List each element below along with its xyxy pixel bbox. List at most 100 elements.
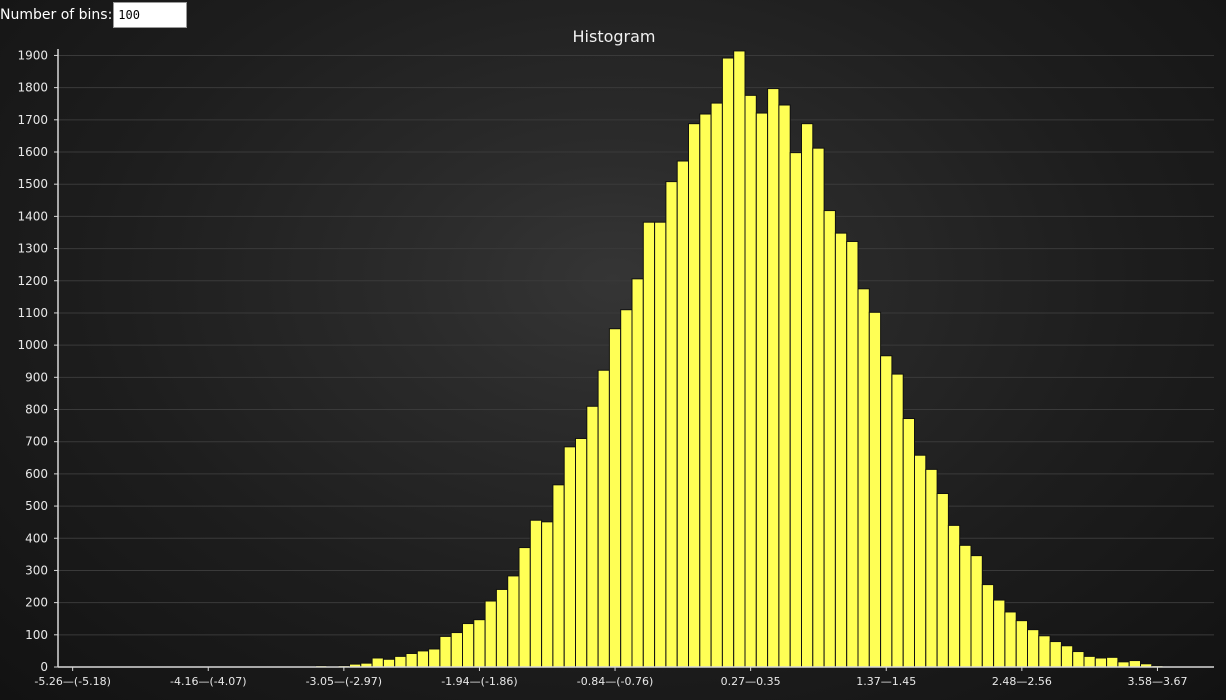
x-tick-label: 1.37—1.45 [856, 675, 916, 688]
histogram-bar [857, 288, 870, 668]
histogram-bar [484, 600, 497, 668]
x-tick-label: -1.94—(-1.86) [441, 675, 518, 688]
histogram-bar [947, 524, 961, 668]
histogram-bar [699, 113, 712, 668]
histogram-bar [371, 657, 384, 668]
histogram-bar [462, 623, 475, 668]
histogram-bar [812, 147, 825, 668]
histogram-bar [439, 635, 452, 668]
histogram-bar [1004, 611, 1017, 668]
histogram-bar [642, 221, 656, 668]
histogram-bar [450, 632, 464, 668]
histogram-bar [823, 210, 836, 668]
histogram-bar [541, 521, 554, 668]
histogram-bar [767, 88, 780, 668]
y-tick-label: 1500 [17, 177, 48, 191]
histogram-bar [846, 240, 859, 668]
y-tick-label: 1700 [17, 113, 48, 127]
histogram-bar [1027, 629, 1040, 668]
y-tick-label: 1200 [17, 274, 48, 288]
histogram-bar [507, 575, 520, 668]
histogram-bar [1072, 651, 1085, 668]
histogram-bar [529, 519, 543, 668]
y-tick-label: 500 [25, 499, 48, 513]
histogram-bar [710, 102, 723, 668]
y-tick-label: 600 [25, 467, 48, 481]
y-tick-label: 1100 [17, 306, 48, 320]
histogram-bar [620, 309, 633, 668]
histogram-bar [868, 311, 882, 668]
histogram-bar [789, 152, 803, 668]
histogram-bar [1117, 661, 1130, 668]
histogram-bar [405, 652, 418, 668]
y-tick-label: 1300 [17, 242, 48, 256]
histogram-bar [778, 104, 791, 668]
histogram-bar [721, 57, 735, 668]
histogram-bar [1106, 656, 1119, 668]
histogram-bar [834, 232, 848, 668]
histogram-bar [1015, 620, 1029, 668]
histogram-bar [631, 278, 644, 668]
histogram-bar [880, 355, 893, 668]
histogram-bar [1128, 660, 1141, 668]
y-tick-label: 0 [40, 660, 48, 674]
histogram-bar [902, 418, 916, 668]
histogram-bar [925, 468, 938, 668]
histogram-bar [654, 221, 667, 668]
y-tick-label: 1900 [17, 48, 48, 62]
bins-label: Number of bins: [0, 7, 113, 23]
histogram-bar [1094, 657, 1108, 668]
histogram-bar [552, 484, 565, 668]
histogram-bar [733, 50, 746, 668]
chart-title: Histogram [573, 27, 656, 46]
histogram-bar [891, 373, 904, 668]
x-tick-label: 0.27—0.35 [721, 675, 781, 688]
y-tick-label: 1400 [17, 209, 48, 223]
y-tick-label: 1800 [17, 81, 48, 95]
histogram-bar [676, 160, 690, 668]
histogram-bar [936, 493, 949, 668]
histogram-bar [1049, 641, 1062, 668]
y-tick-label: 300 [25, 563, 48, 577]
y-tick-label: 200 [25, 596, 48, 610]
histogram-bar [1083, 655, 1096, 668]
histogram-bar [1038, 635, 1051, 668]
histogram-bar [981, 584, 995, 668]
histogram-bar [473, 619, 486, 668]
x-tick-label: -0.84—(-0.76) [577, 675, 654, 688]
histogram-bar [495, 588, 509, 668]
y-tick-label: 700 [25, 435, 48, 449]
y-tick-label: 100 [25, 628, 48, 642]
histogram-bar [688, 123, 701, 668]
x-tick-label: 3.58—3.67 [1127, 675, 1187, 688]
x-tick-label: 2.48—2.56 [992, 675, 1052, 688]
x-tick-label: -4.16—(-4.07) [170, 675, 247, 688]
histogram-bar [575, 437, 588, 668]
histogram-bar [1060, 645, 1074, 668]
histogram-bar [755, 112, 769, 668]
histogram-bar [518, 547, 531, 668]
y-tick-label: 1600 [17, 145, 48, 159]
x-tick-label: -5.26—(-5.18) [34, 675, 111, 688]
histogram-bar [970, 555, 983, 668]
histogram-bar [428, 648, 441, 668]
histogram-bar [416, 650, 430, 668]
histogram-bar [665, 181, 678, 668]
x-axis-ticks: -5.26—(-5.18) -4.16—(-4.07) -3.05—(-2.97) -… [34, 667, 1187, 688]
histogram-bar [382, 658, 396, 668]
y-axis-ticks: 0 100 200 300 400 500 600 700 800 900 1000 1100 1200… [17, 48, 58, 674]
histogram-bars [66, 50, 1198, 668]
histogram-bar [914, 454, 927, 668]
histogram-bar [993, 599, 1006, 668]
histogram-bar [801, 123, 814, 668]
histogram-bar [597, 369, 610, 668]
bins-control: Number of bins: [0, 0, 188, 30]
y-tick-label: 400 [25, 531, 48, 545]
histogram-bar [608, 328, 622, 668]
x-tick-label: -3.05—(-2.97) [306, 675, 383, 688]
histogram-bar [586, 405, 599, 668]
histogram-bar [744, 94, 757, 668]
y-tick-label: 900 [25, 370, 48, 384]
bins-input[interactable] [113, 2, 188, 28]
